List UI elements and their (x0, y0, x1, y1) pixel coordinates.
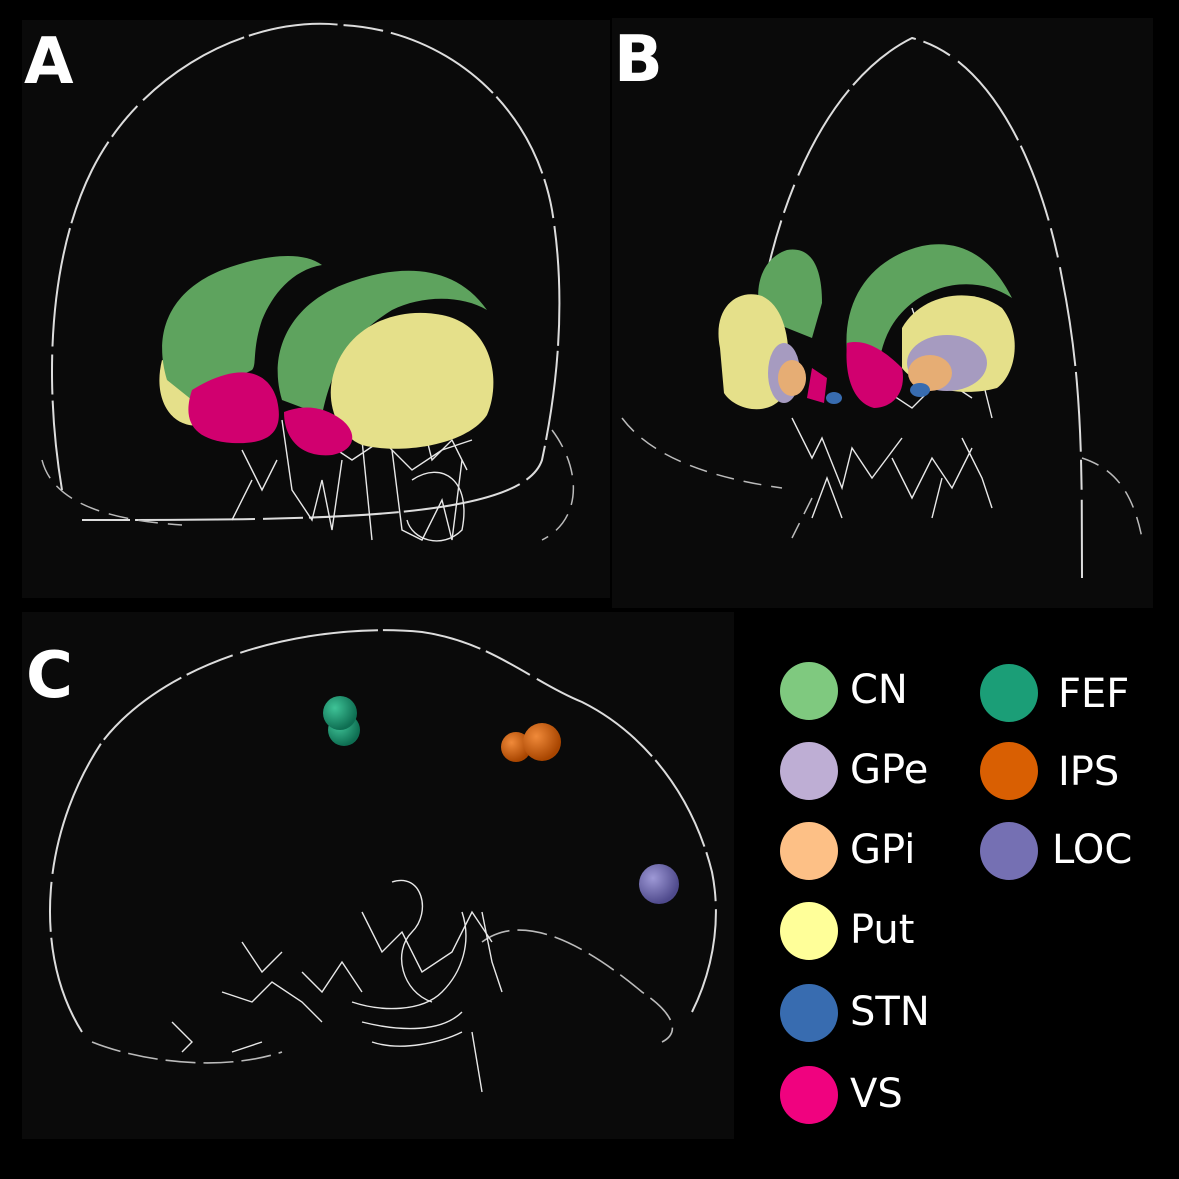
right-vs (284, 407, 353, 456)
legend-label-cn: CN (850, 667, 908, 713)
legend-label-put: Put (850, 907, 915, 953)
right-caudate (277, 270, 487, 415)
loc-swatch (980, 822, 1038, 880)
cn-swatch (780, 662, 838, 720)
panel-a: A (22, 20, 610, 598)
brain-outline (761, 36, 1083, 579)
left-vs (807, 368, 827, 403)
vs-swatch (780, 1066, 838, 1124)
brain-outline-right (1081, 457, 1143, 539)
legend-label-fef: FEF (1058, 671, 1130, 717)
left-vs (188, 372, 279, 444)
left-caudate (162, 255, 322, 400)
legend-label-stn: STN (850, 989, 930, 1035)
left-gpi (778, 360, 806, 396)
gpe-swatch (780, 742, 838, 800)
right-putamen (330, 312, 494, 449)
panel-a-label: A (24, 25, 74, 99)
panel-a-render (41, 22, 575, 542)
ips-swatch (980, 742, 1038, 800)
legend-label-loc: LOC (1052, 827, 1133, 873)
panel-c: C (22, 612, 734, 1139)
brain-outline (51, 22, 561, 521)
brain-outline-left (621, 417, 813, 539)
brainstem-wireframe (171, 879, 503, 1093)
right-nuclei (846, 244, 1015, 408)
panel-c-label: C (26, 639, 73, 713)
panel-b-label: B (614, 23, 663, 97)
legend: CN GPe GPi Put STN VS FEF IPS LOC (736, 612, 1156, 1139)
right-stn (910, 383, 930, 397)
gpi-swatch (780, 822, 838, 880)
panel-b-render (621, 36, 1143, 579)
right-gpi (908, 355, 952, 391)
right-caudate (846, 244, 1012, 378)
left-nuclei (718, 249, 842, 410)
brain-outline-ventral (91, 929, 674, 1064)
loc-sphere (639, 864, 679, 904)
brain-outline (49, 629, 717, 1033)
panel-b: B (612, 18, 1153, 608)
legend-label-ips: IPS (1058, 749, 1120, 795)
right-vs (846, 342, 903, 408)
put-swatch (780, 902, 838, 960)
fef-spheres (323, 696, 360, 746)
legend-label-vs: VS (850, 1071, 903, 1117)
legend-label-gpe: GPe (850, 747, 929, 793)
stn-swatch (780, 984, 838, 1042)
panel-c-render (49, 629, 717, 1093)
right-striatum (277, 270, 494, 456)
ips-spheres (501, 723, 561, 762)
fef-swatch (980, 664, 1038, 722)
left-striatum (159, 255, 322, 444)
brain-outline-inner (41, 429, 575, 541)
legend-label-gpi: GPi (850, 827, 916, 873)
left-stn (826, 392, 842, 404)
